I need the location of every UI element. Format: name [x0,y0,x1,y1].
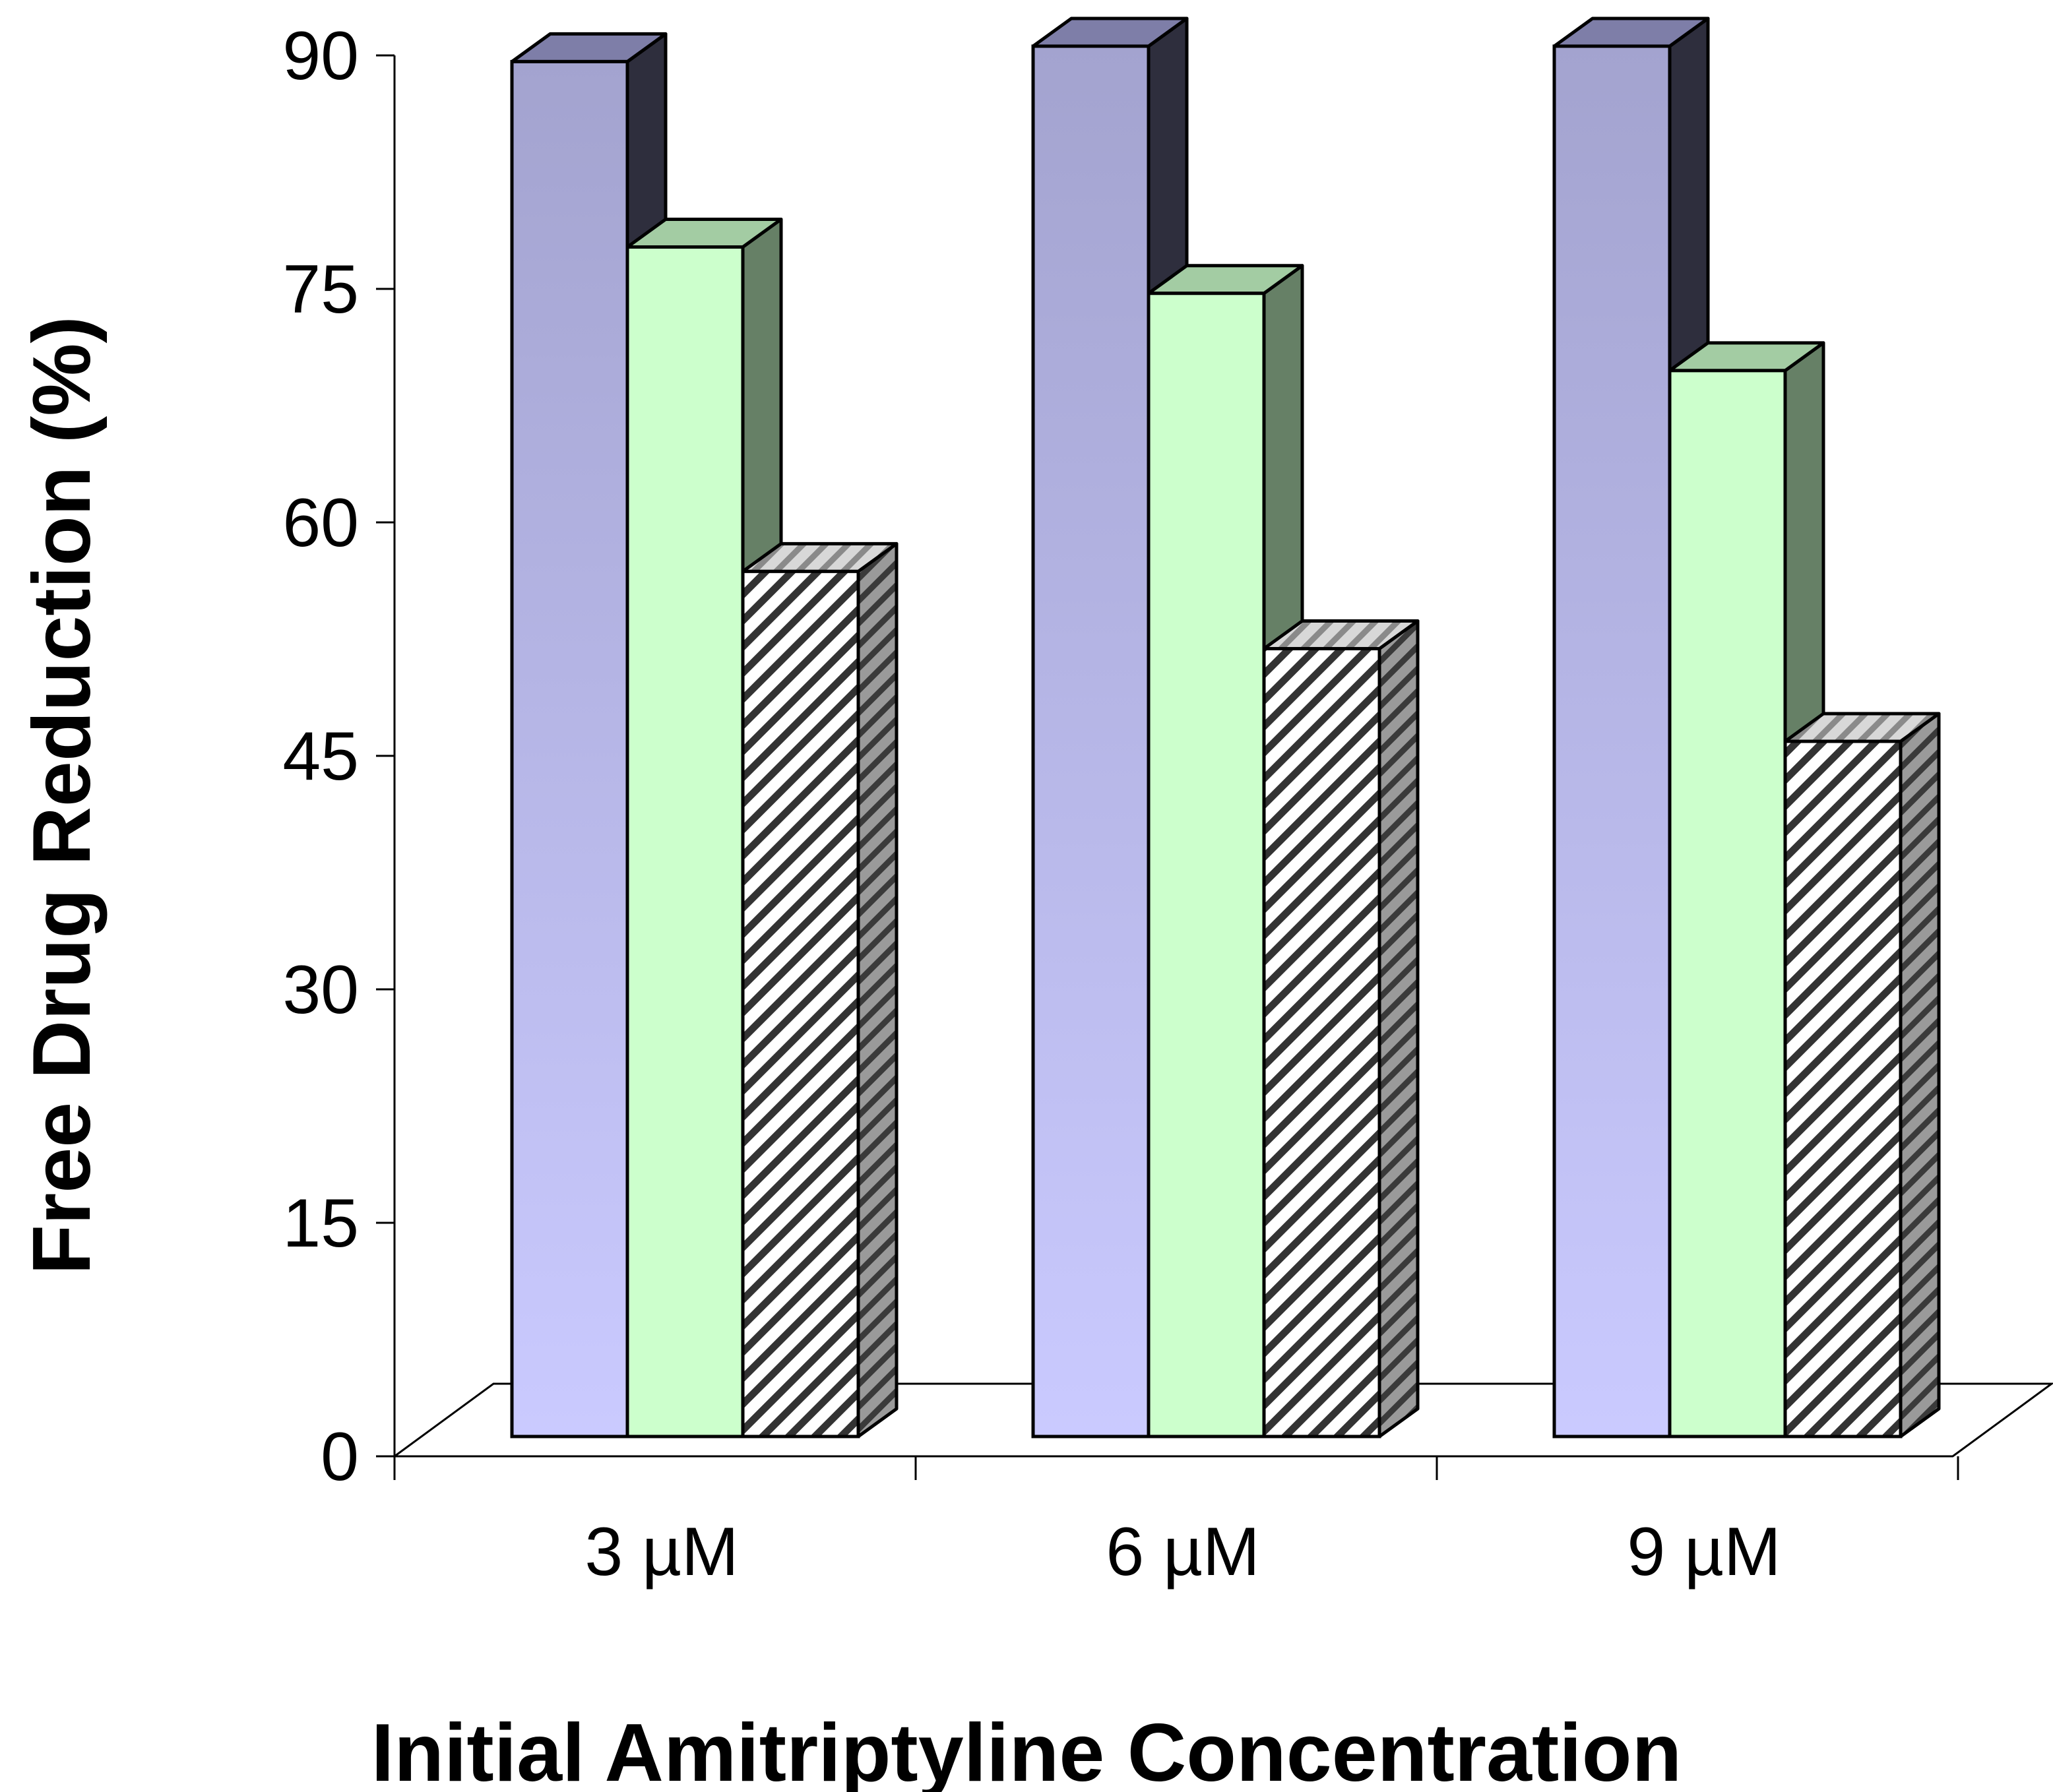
bar-front-face [741,569,860,1438]
y-tick-label: 0 [321,1419,359,1495]
bar-front-face [1147,292,1266,1438]
bar-front-face [1031,44,1151,1438]
category-label: 3 µM [584,1514,738,1590]
bar-series-3-1 [741,541,899,1438]
y-axis-title: Free Drug Reduction (%) [16,316,108,1275]
y-tick-label: 30 [282,952,359,1028]
bar-front-face [1552,44,1672,1438]
y-tick-label: 75 [282,251,359,328]
y-tick-label: 15 [282,1185,359,1262]
bar-front-face [510,59,629,1438]
bar-side-face [856,541,899,1438]
x-axis-title: Initial Amitriptyline Concentration [371,1708,1682,1792]
bar-series-3-2 [1262,619,1420,1438]
x-axis [393,1455,1959,1480]
bar-front-face [1668,369,1787,1438]
bar-front-face [625,245,745,1438]
bar-side-face [1899,712,1941,1438]
bars [510,16,1941,1438]
category-label: 9 µM [1627,1514,1781,1590]
bar-side-face [1377,619,1420,1438]
bar-series-3-3 [1783,712,1941,1438]
y-axis: 0 15 30 45 60 75 90 [282,18,396,1495]
y-tick-label: 60 [282,485,359,561]
y-tick-label: 45 [282,718,359,795]
bar-series-2-3 [1668,341,1825,1438]
bar-front-face [1262,646,1381,1438]
bar-front-face [1783,739,1903,1438]
category-label: 6 µM [1106,1514,1259,1590]
y-tick-label: 90 [282,18,359,94]
